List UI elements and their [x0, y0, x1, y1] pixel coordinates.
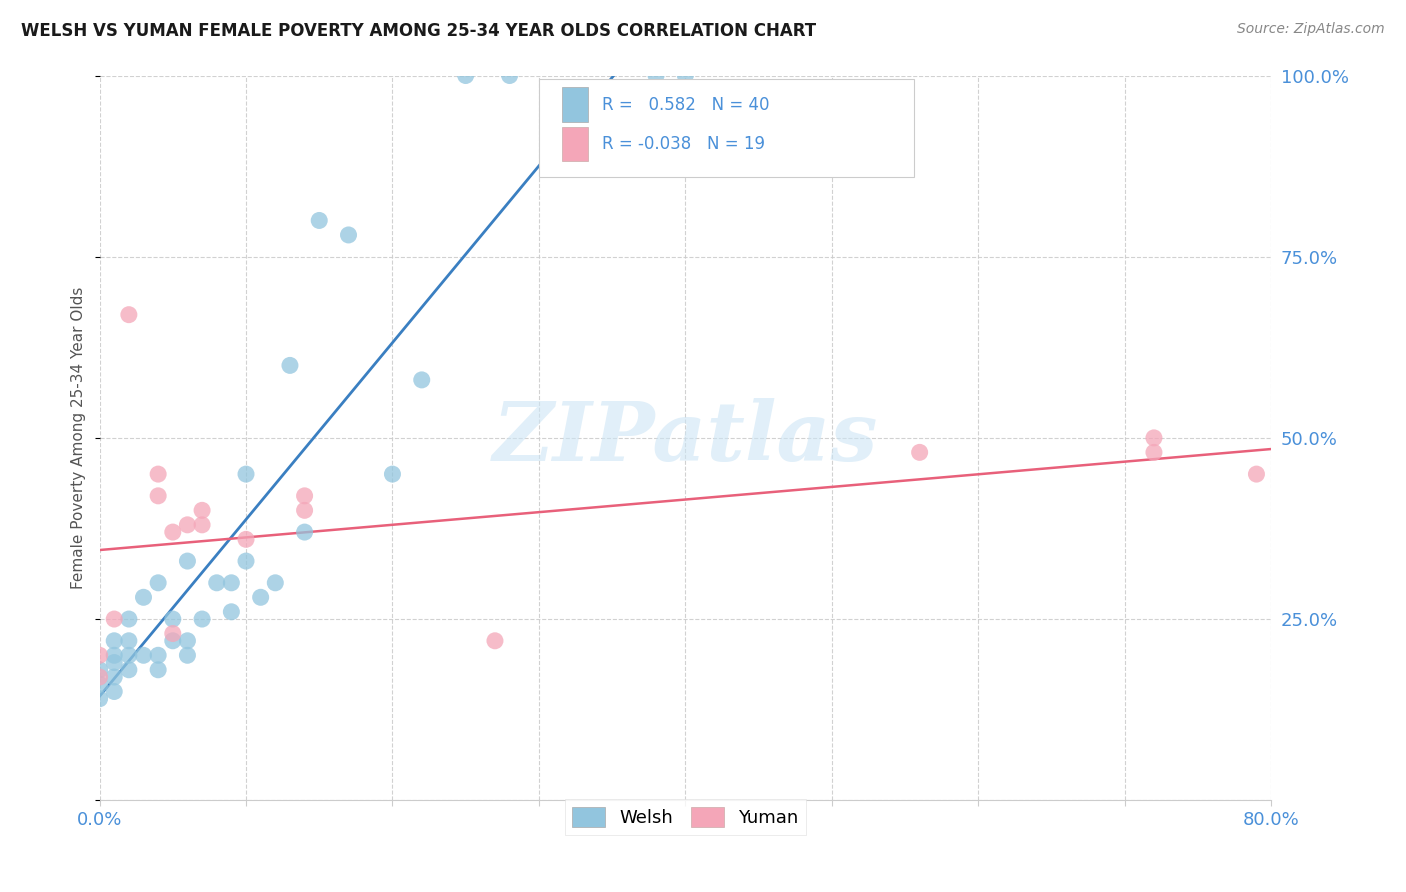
Welsh — [176, 554, 198, 568]
Welsh — [146, 648, 169, 663]
Welsh — [235, 554, 257, 568]
Text: R =   0.582   N = 40: R = 0.582 N = 40 — [602, 95, 769, 114]
Yuman — [908, 445, 931, 459]
Welsh — [118, 648, 141, 663]
Yuman — [89, 670, 111, 684]
Yuman — [1246, 467, 1268, 482]
Yuman — [176, 517, 198, 532]
Yuman — [162, 525, 184, 540]
Welsh — [89, 677, 111, 691]
Text: WELSH VS YUMAN FEMALE POVERTY AMONG 25-34 YEAR OLDS CORRELATION CHART: WELSH VS YUMAN FEMALE POVERTY AMONG 25-3… — [21, 22, 817, 40]
Yuman — [1143, 445, 1166, 459]
Yuman — [89, 648, 111, 663]
Welsh — [249, 591, 271, 605]
Welsh — [162, 612, 184, 626]
Yuman — [1143, 431, 1166, 445]
Welsh — [132, 591, 155, 605]
Welsh — [89, 663, 111, 677]
Welsh — [278, 359, 301, 373]
Welsh — [221, 605, 243, 619]
Welsh — [176, 633, 198, 648]
Welsh — [235, 467, 257, 482]
Welsh — [264, 575, 287, 590]
FancyBboxPatch shape — [538, 79, 914, 177]
Yuman — [294, 503, 316, 517]
Yuman — [146, 489, 169, 503]
Welsh — [381, 467, 404, 482]
Welsh — [118, 612, 141, 626]
Yuman — [191, 503, 214, 517]
Welsh — [118, 633, 141, 648]
Yuman — [146, 467, 169, 482]
Welsh — [645, 69, 668, 83]
Yuman — [235, 533, 257, 547]
Welsh — [294, 525, 316, 540]
Yuman — [103, 612, 125, 626]
Welsh — [103, 648, 125, 663]
Legend: Welsh, Yuman: Welsh, Yuman — [565, 799, 806, 835]
Welsh — [103, 633, 125, 648]
Welsh — [176, 648, 198, 663]
Y-axis label: Female Poverty Among 25-34 Year Olds: Female Poverty Among 25-34 Year Olds — [72, 286, 86, 589]
Welsh — [221, 575, 243, 590]
Welsh — [103, 670, 125, 684]
Welsh — [191, 612, 214, 626]
Welsh — [411, 373, 433, 387]
Text: R = -0.038   N = 19: R = -0.038 N = 19 — [602, 135, 765, 153]
Text: ZIPatlas: ZIPatlas — [492, 398, 879, 478]
Yuman — [118, 308, 141, 322]
Welsh — [146, 575, 169, 590]
Text: Source: ZipAtlas.com: Source: ZipAtlas.com — [1237, 22, 1385, 37]
Welsh — [118, 663, 141, 677]
Bar — [562, 127, 588, 161]
Welsh — [103, 656, 125, 670]
Welsh — [454, 69, 477, 83]
Welsh — [132, 648, 155, 663]
Yuman — [484, 633, 506, 648]
Welsh — [205, 575, 228, 590]
Welsh — [498, 69, 520, 83]
Welsh — [146, 663, 169, 677]
Yuman — [294, 489, 316, 503]
Welsh — [308, 213, 330, 227]
Yuman — [191, 517, 214, 532]
Bar — [562, 87, 588, 122]
Welsh — [103, 684, 125, 698]
Yuman — [162, 626, 184, 640]
Welsh — [673, 69, 696, 83]
Welsh — [162, 633, 184, 648]
Welsh — [89, 691, 111, 706]
Welsh — [337, 227, 360, 242]
